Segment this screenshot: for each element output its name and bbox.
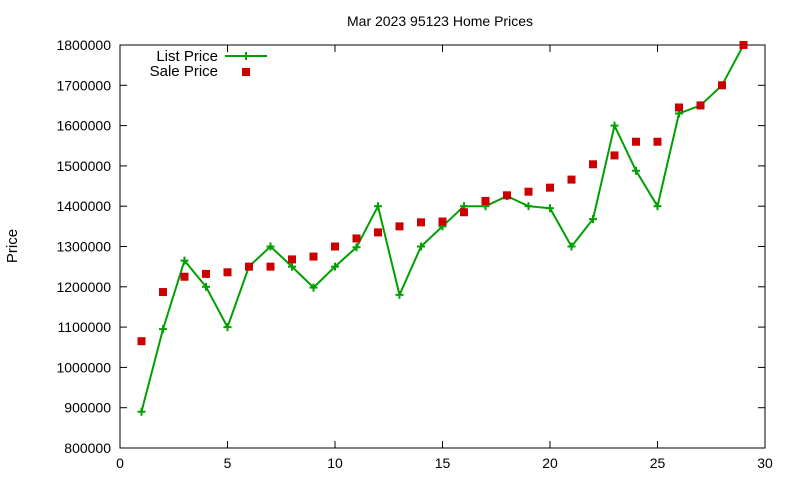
list-price-point [202,282,210,291]
sale-price-point [202,269,210,278]
list-price-point [524,202,533,211]
list-price-point [309,283,318,292]
list-price-point [610,121,619,130]
x-tick-label: 0 [116,455,124,471]
y-axis: 800000 900000 1000000 1100000 1200000 1300000… [56,37,765,456]
x-tick-label: 25 [650,455,666,471]
list-price-point [288,262,296,271]
sale-price-point [589,160,597,169]
list-price-point [567,242,576,251]
y-tick-label: 900000 [64,400,111,416]
y-tick-label: 1100000 [58,319,112,335]
y-tick-label: 1400000 [56,198,111,214]
list-price-point [180,256,189,265]
list-price-point [331,262,339,271]
list-price-point [266,242,275,251]
sale-price-point [266,262,275,271]
y-tick-label: 1500000 [56,158,111,174]
legend-label-sale-price: Sale Price [150,63,218,80]
sale-price-point [288,255,296,264]
sale-price-point [481,196,490,205]
list-price-point [632,166,640,175]
sale-price-point [460,208,468,217]
sale-price-point [696,101,705,110]
sale-price-point [546,183,554,192]
sale-price-point [352,234,361,243]
legend-label-list-price: List Price [156,48,218,65]
x-tick-label: 15 [435,455,451,471]
x-axis: 0 5 10 15 20 25 30 [116,45,773,471]
y-tick-label: 800000 [64,440,111,456]
list-price-point [374,202,382,211]
y-tick-label: 1000000 [56,359,111,375]
sale-price-point [567,175,576,184]
list-price-point [395,290,404,299]
x-tick-label: 5 [224,455,232,471]
y-tick-label: 1700000 [56,77,111,93]
sale-price-point [331,242,339,251]
list-price-point [137,407,146,416]
sale-price-point [395,222,404,231]
chart-title: Mar 2023 95123 Home Prices [347,13,533,29]
y-tick-label: 1200000 [56,279,111,295]
sale-price-point [739,41,748,49]
sale-price-point [309,252,318,261]
legend: List Price Sale Price [150,48,267,80]
legend-swatch-sale-price [242,68,250,76]
list-price-point [159,325,167,334]
sale-price-point [632,137,640,146]
x-tick-label: 10 [327,455,343,471]
list-price-point [653,202,662,211]
y-tick-label: 1600000 [56,118,111,134]
y-axis-title: Price [4,229,21,263]
y-tick-label: 1800000 [56,37,111,53]
sale-price-point [137,337,146,346]
sale-price-point [438,217,447,226]
sale-price-point [524,187,533,196]
sale-price-point [245,262,253,271]
sale-price-point [374,228,382,237]
list-price-point [417,242,425,251]
sale-price-point [417,218,425,227]
sale-price-point [653,137,662,146]
y-tick-label: 1300000 [56,239,111,255]
x-tick-label: 30 [757,455,773,471]
list-price-point [352,243,361,252]
sale-price-point [159,288,167,297]
sale-price-point [180,272,189,281]
sale-price-point [718,81,726,90]
list-price-point [589,215,597,224]
list-price-point [546,204,554,213]
sale-price-point [503,191,511,200]
sale-price-point [223,268,232,277]
sale-price-point [675,103,683,112]
plot-area [137,41,748,416]
list-price-point [223,323,232,332]
sale-price-point [610,151,619,160]
x-tick-label: 20 [542,455,558,471]
